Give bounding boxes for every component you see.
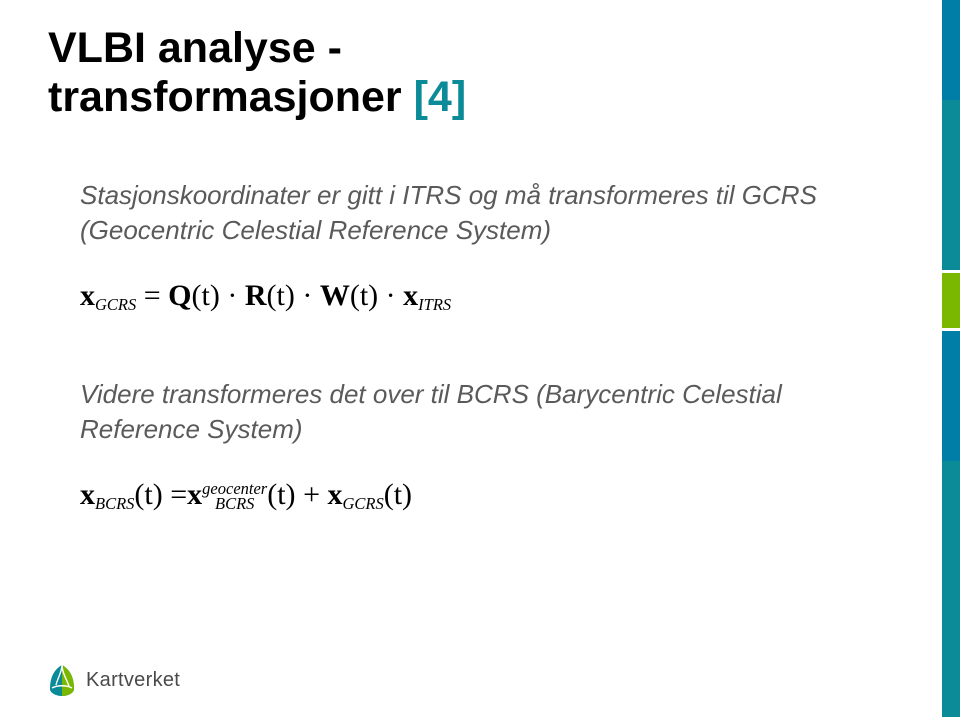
f2-stack: geocenterBCRS	[202, 482, 267, 512]
f1-t1: (t)	[192, 279, 220, 312]
f1-W: W	[320, 279, 350, 312]
f2-x2: x	[187, 478, 202, 511]
paragraph-1: Stasjonskoordinater er gitt i ITRS og må…	[80, 178, 880, 248]
accent-segment	[942, 461, 960, 717]
f1-d1: ·	[220, 279, 245, 312]
title-line2-pre: transformasjoner	[48, 73, 414, 121]
f1-sub2: ITRS	[418, 295, 451, 314]
f2-t2: (t)	[267, 478, 295, 511]
f1-sub1: GCRS	[95, 295, 136, 314]
f2-plus: +	[296, 478, 328, 511]
accent-segment	[942, 100, 960, 270]
title-line1: VLBI analyse -	[48, 24, 342, 72]
slide: { "title": { "line1": "VLBI analyse -", …	[0, 0, 960, 717]
f1-x1: x	[80, 279, 95, 312]
f1-d3: ·	[378, 279, 403, 312]
f2-sub1: BCRS	[95, 494, 134, 513]
f1-d2: ·	[295, 279, 320, 312]
accent-bar	[942, 0, 960, 717]
f2-t3: (t)	[384, 478, 412, 511]
formula-2: xBCRS(t) =xgeocenterBCRS(t) + xGCRS(t)	[80, 475, 880, 516]
footer-logo-text: Kartverket	[86, 669, 180, 692]
f2-eq: =	[163, 478, 187, 511]
accent-segment	[942, 273, 960, 328]
f1-t3: (t)	[350, 279, 378, 312]
title-reference: [4]	[414, 73, 467, 121]
footer-logo: Kartverket	[48, 663, 180, 697]
f1-eq: =	[136, 279, 168, 312]
paragraph-2: Videre transformeres det over til BCRS (…	[80, 377, 880, 447]
kartverket-icon	[48, 663, 76, 697]
f1-Q: Q	[168, 279, 191, 312]
f1-x2: x	[403, 279, 418, 312]
f1-R: R	[245, 279, 267, 312]
accent-segment	[942, 0, 960, 100]
accent-segment	[942, 331, 960, 461]
slide-title: VLBI analyse - transformasjoner [4]	[48, 24, 466, 123]
formula-1: xGCRS = Q(t) · R(t) · W(t) · xITRS	[80, 276, 880, 317]
f2-x1: x	[80, 478, 95, 511]
f2-t1: (t)	[134, 478, 162, 511]
f2-stack-bot: BCRS	[202, 497, 267, 512]
slide-body: Stasjonskoordinater er gitt i ITRS og må…	[80, 178, 880, 515]
f2-sub3: GCRS	[342, 494, 383, 513]
f1-t2: (t)	[267, 279, 295, 312]
f2-x3: x	[327, 478, 342, 511]
